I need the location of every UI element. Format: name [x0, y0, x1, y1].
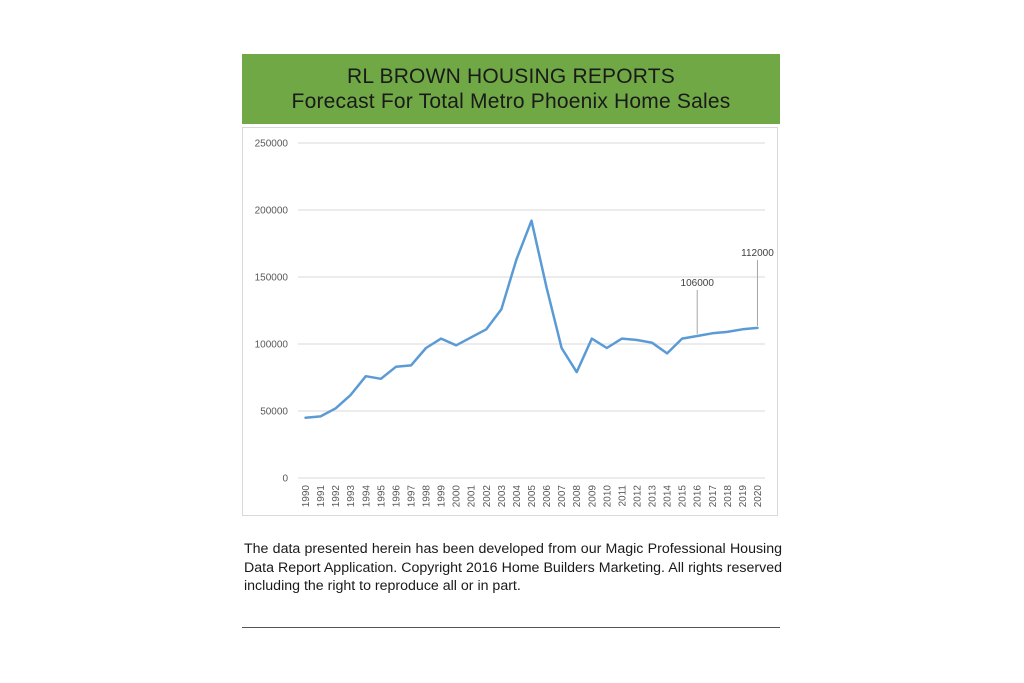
chart-container: 0 50000 100000 150000 200000 250000 1990 1991 19…: [242, 127, 778, 516]
x-tick-label: 1996: [391, 485, 402, 508]
x-tick-label: 2006: [542, 485, 553, 508]
x-tick-label: 2007: [557, 485, 568, 508]
x-tick-label: 2018: [723, 485, 734, 508]
copyright-caption: The data presented herein has been devel…: [244, 541, 782, 594]
y-tick-label: 0: [282, 474, 288, 485]
x-tick-label: 2016: [693, 485, 704, 508]
x-tick-label: 1997: [406, 485, 417, 508]
x-tick-label: 2001: [467, 485, 478, 508]
data-label: 106000: [681, 278, 715, 289]
x-tick-label: 2008: [572, 485, 583, 508]
x-tick-label: 1998: [422, 485, 433, 508]
x-tick-label: 1995: [376, 485, 387, 508]
x-tick-label: 1990: [301, 485, 312, 508]
x-tick-label: 1993: [346, 485, 357, 508]
x-tick-label: 2013: [648, 485, 659, 508]
x-tick-label: 2014: [663, 485, 674, 508]
x-tick-label: 1994: [361, 485, 372, 508]
x-tick-label: 2010: [602, 485, 613, 508]
x-tick-label: 2009: [587, 485, 598, 508]
banner-title: RL BROWN HOUSING REPORTS: [346, 65, 675, 88]
x-tick-label: 2000: [452, 485, 463, 508]
x-tick-label: 2015: [678, 485, 689, 508]
y-tick-label: 200000: [255, 206, 289, 217]
series-line: [304, 219, 759, 419]
x-tick-label: 2004: [512, 485, 523, 508]
banner-subtitle: Forecast For Total Metro Phoenix Home Sa…: [291, 90, 731, 113]
x-tick-label: 2017: [708, 485, 719, 508]
y-tick-label: 100000: [255, 340, 289, 351]
x-tick-label: 2011: [617, 485, 628, 507]
x-tick-label: 2005: [527, 485, 538, 508]
report-banner: RL BROWN HOUSING REPORTS Forecast For To…: [242, 54, 780, 124]
x-tick-label: 2012: [632, 485, 643, 508]
y-tick-label: 250000: [255, 139, 289, 150]
bottom-divider: [242, 627, 780, 628]
x-tick-label: 1992: [331, 485, 342, 508]
line-chart: 0 50000 100000 150000 200000 250000 1990 1991 19…: [255, 139, 775, 508]
x-tick-label: 2002: [482, 485, 493, 508]
y-tick-label: 50000: [260, 407, 288, 418]
x-tick-label: 2020: [753, 485, 764, 508]
x-tick-label: 1991: [316, 485, 327, 508]
x-tick-label: 2003: [497, 485, 508, 508]
y-tick-label: 150000: [255, 273, 289, 284]
x-tick-label: 1999: [437, 485, 448, 508]
x-tick-label: 2019: [738, 485, 749, 508]
data-label: 112000: [741, 248, 774, 259]
